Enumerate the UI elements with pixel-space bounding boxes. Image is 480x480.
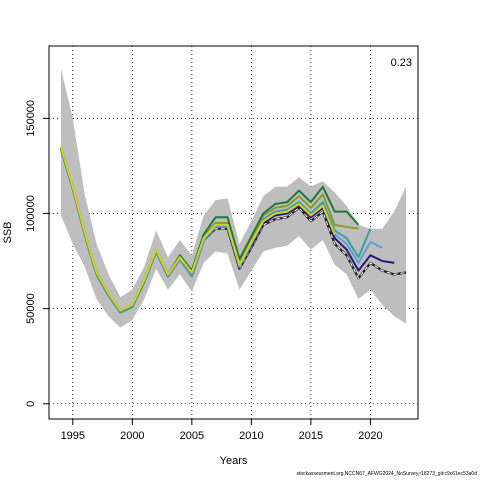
y-axis: 0 50000 100000 150000 <box>25 100 49 407</box>
x-tick-label: 2020 <box>358 430 382 442</box>
grid <box>49 46 418 419</box>
series-line-6 <box>59 146 336 312</box>
x-axis: 1995 2000 2005 2010 2015 2020 <box>61 419 383 442</box>
x-tick-label: 2010 <box>239 430 263 442</box>
x-tick-label: 2015 <box>299 430 323 442</box>
y-tick-label: 0 <box>25 401 37 407</box>
x-axis-label: Years <box>220 455 248 467</box>
confidence-band-area <box>60 68 407 328</box>
x-tick-label: 1995 <box>61 430 85 442</box>
y-tick-label: 100000 <box>25 195 37 232</box>
footer-credit: stockassessment.org,NCCN67_AFWG2024_NoSu… <box>296 471 477 477</box>
corner-annotation: 0.23 <box>391 57 412 69</box>
x-tick-label: 2000 <box>120 430 144 442</box>
y-tick-label: 150000 <box>25 100 37 137</box>
plot-frame <box>48 45 419 420</box>
y-tick-label: 50000 <box>25 293 37 324</box>
series-lines <box>59 146 407 314</box>
series-line-dash <box>60 148 407 314</box>
confidence-band <box>60 68 407 328</box>
y-axis-label: SSB <box>2 221 14 243</box>
x-tick-label: 2005 <box>180 430 204 442</box>
